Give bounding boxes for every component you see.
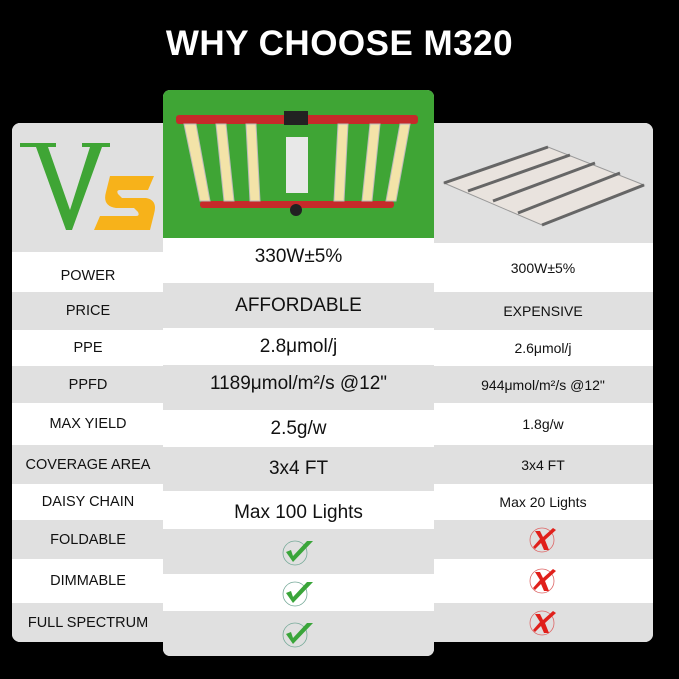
label-foldable: FOLDABLE <box>12 520 164 559</box>
other-price: EXPENSIVE <box>433 292 653 330</box>
m320-product-image <box>163 90 434 238</box>
m320-max-yield: 2.5g/w <box>163 410 434 447</box>
label-max-yield: MAX YIELD <box>12 403 164 445</box>
other-ppe: 2.6μmol/j <box>433 330 653 366</box>
check-icon <box>282 581 313 606</box>
other-foldable <box>433 520 653 559</box>
cross-icon <box>529 527 556 552</box>
other-daisy-chain: Max 20 Lights <box>433 484 653 520</box>
m320-ppe: 2.8μmol/j <box>163 328 434 365</box>
label-coverage-area: COVERAGE AREA <box>12 445 164 484</box>
feature-labels-column: POWER PRICE PPE PPFD MAX YIELD COVERAGE … <box>12 123 164 642</box>
m320-coverage-area: 3x4 FT <box>163 447 434 491</box>
m320-power: 330W±5% <box>163 238 434 283</box>
other-power: 300W±5% <box>433 243 653 292</box>
m320-price: AFFORDABLE <box>163 283 434 328</box>
cross-icon <box>529 610 556 635</box>
m320-ppfd: 1189μmol/m²/s @12" <box>163 365 434 410</box>
other-coverage-area: 3x4 FT <box>433 445 653 484</box>
label-ppfd: PPFD <box>12 366 164 403</box>
m320-column: 330W±5% AFFORDABLE 2.8μmol/j 1189μmol/m²… <box>163 90 434 656</box>
page-title: WHY CHOOSE M320 <box>165 24 514 63</box>
other-ppfd: 944μmol/m²/s @12" <box>433 366 653 403</box>
other-max-yield: 1.8g/w <box>433 403 653 445</box>
label-full-spectrum: FULL SPECTRUM <box>12 603 164 642</box>
m320-foldable <box>163 529 434 574</box>
label-power: POWER <box>12 252 164 292</box>
check-icon <box>282 540 313 565</box>
m320-full-spectrum <box>163 611 434 656</box>
label-dimmable: DIMMABLE <box>12 559 164 603</box>
other-full-spectrum <box>433 603 653 642</box>
competitor-product-image <box>433 123 653 243</box>
m320-dimmable <box>163 574 434 611</box>
label-daisy-chain: DAISY CHAIN <box>12 484 164 520</box>
check-icon <box>282 622 313 647</box>
label-ppe: PPE <box>12 330 164 366</box>
other-dimmable <box>433 559 653 603</box>
label-price: PRICE <box>12 292 164 330</box>
cross-icon <box>529 568 556 594</box>
m320-daisy-chain: Max 100 Lights <box>163 491 434 529</box>
vs-logo <box>12 123 164 252</box>
competitor-column: 300W±5% EXPENSIVE 2.6μmol/j 944μmol/m²/s… <box>433 123 653 642</box>
